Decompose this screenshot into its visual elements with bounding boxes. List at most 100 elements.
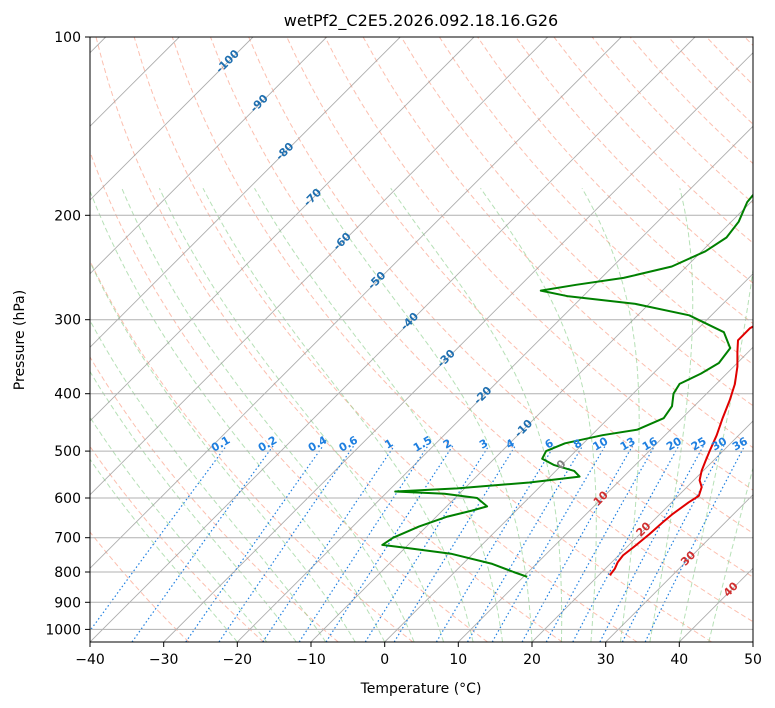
chart-title: wetPf2_C2E5.2026.092.18.16.G26	[284, 11, 558, 31]
moist-adiabat-line	[390, 187, 563, 642]
isotherm-line	[90, 37, 622, 569]
isotherm-label: 20	[634, 519, 654, 539]
dry-adiabat-line	[90, 531, 190, 642]
isotherm-line	[90, 37, 696, 642]
moist-adiabat-line	[202, 187, 474, 642]
y-axis-ticks: 100 200 300 400 500 600 700 800 900 1000	[45, 30, 90, 638]
isotherm-label: -60	[331, 230, 354, 253]
isotherm-label: -70	[301, 186, 324, 209]
x-tick-label: −30	[149, 652, 179, 668]
dry-adiabat-line	[171, 37, 712, 642]
mixing-ratio-line	[621, 445, 725, 642]
isotherm-label: -90	[248, 92, 271, 115]
y-tick-label: 100	[54, 30, 81, 46]
moist-adiabat-line	[649, 188, 694, 642]
isotherm-line	[90, 37, 328, 275]
moist-adiabat-line	[90, 416, 268, 642]
y-tick-label: 400	[54, 387, 81, 403]
temperature-profile-line	[609, 325, 753, 576]
moist-adiabat-line	[90, 260, 356, 642]
mixing-ratio-line	[466, 445, 584, 642]
dry-adiabat-line	[438, 37, 753, 366]
dry-adiabat-line	[90, 259, 414, 642]
isotherm-line	[531, 420, 753, 642]
dry-adiabat-line	[744, 37, 753, 47]
mixing-ratio-label: 2	[441, 437, 454, 452]
mixing-ratio-line	[435, 445, 555, 642]
dry-adiabat-line	[90, 150, 488, 642]
isotherm-line	[90, 37, 401, 348]
x-tick-label: 40	[670, 652, 688, 668]
mixing-ratio-line	[393, 445, 516, 642]
pressure-gridlines	[90, 37, 753, 630]
dry-adiabat-line	[90, 356, 339, 642]
dry-adiabat-line	[668, 37, 753, 125]
x-tick-label: −10	[296, 652, 326, 668]
x-tick-label: 30	[597, 652, 615, 668]
isotherm-line	[90, 37, 549, 496]
y-tick-label: 1000	[45, 622, 81, 638]
x-tick-label: −40	[75, 652, 105, 668]
moist-adiabat-line	[678, 265, 753, 642]
mixing-ratio-line	[545, 445, 656, 642]
dry-adiabat-line	[248, 37, 753, 578]
profile-series	[381, 193, 753, 578]
isotherm-label: 10	[591, 488, 611, 508]
x-axis-ticks: −40 −30 −20 −10 0 10 20 30 40 50	[75, 642, 762, 668]
x-tick-label: 20	[523, 652, 541, 668]
mixing-ratio-line	[325, 445, 454, 642]
mixing-ratio-line	[521, 445, 634, 642]
moist-adiabat-line	[90, 458, 238, 642]
isotherm-label: 30	[678, 548, 698, 568]
plot-frame	[89, 36, 754, 643]
isotherm-line	[90, 37, 254, 201]
moist-adiabat-line	[708, 466, 753, 642]
y-tick-label: 200	[54, 208, 81, 224]
y-tick-label: 700	[54, 531, 81, 547]
mixing-ratio-line	[185, 445, 324, 642]
mixing-ratio-line	[572, 445, 680, 642]
isotherm-label: -40	[398, 310, 421, 333]
isotherm-label: -10	[512, 417, 535, 440]
x-tick-label: −20	[223, 652, 253, 668]
isotherm-line	[384, 273, 753, 642]
dry-adiabat-line	[515, 37, 753, 284]
moist-adiabat-line	[121, 188, 415, 642]
isotherm-label: -50	[365, 269, 388, 292]
mixing-ratio-line	[262, 445, 395, 642]
isotherm-label: 40	[721, 579, 741, 599]
dry-adiabat-line	[591, 37, 753, 204]
mixing-ratio-line	[599, 445, 704, 642]
mixing-ratio-label: 4	[504, 436, 517, 451]
moist-adiabat-line	[90, 370, 297, 642]
mixing-ratio-line	[131, 445, 274, 642]
isotherm-line	[752, 641, 753, 642]
x-axis-label: Temperature (°C)	[360, 681, 482, 697]
x-tick-label: 10	[449, 652, 467, 668]
y-tick-label: 500	[54, 444, 81, 460]
isotherm-line	[163, 52, 753, 642]
isotherm-label: -30	[435, 347, 458, 370]
moist-adiabat-line	[315, 187, 533, 642]
moist-adiabat-line	[254, 187, 503, 642]
x-tick-label: 0	[380, 652, 389, 668]
y-tick-label: 900	[54, 595, 81, 611]
isotherm-line	[310, 199, 753, 642]
y-tick-label: 300	[54, 313, 81, 329]
isotherm-line	[236, 125, 753, 642]
isotherm-label: -80	[273, 140, 296, 163]
moist-adiabat-line	[581, 187, 640, 642]
isotherm-label: -20	[471, 384, 494, 407]
isotherm-line	[605, 494, 753, 642]
dry-adiabat-line	[133, 37, 638, 642]
isotherm-label: -100	[213, 47, 242, 76]
y-tick-label: 600	[54, 491, 81, 507]
moist-adiabat-line	[90, 189, 386, 642]
mixing-ratio-line	[218, 445, 355, 642]
y-axis-label: Pressure (hPa)	[12, 290, 28, 390]
dry-adiabat-line	[706, 37, 753, 86]
isotherm-line	[90, 37, 475, 422]
dry-adiabat-line	[210, 37, 753, 623]
x-tick-label: 50	[744, 652, 762, 668]
